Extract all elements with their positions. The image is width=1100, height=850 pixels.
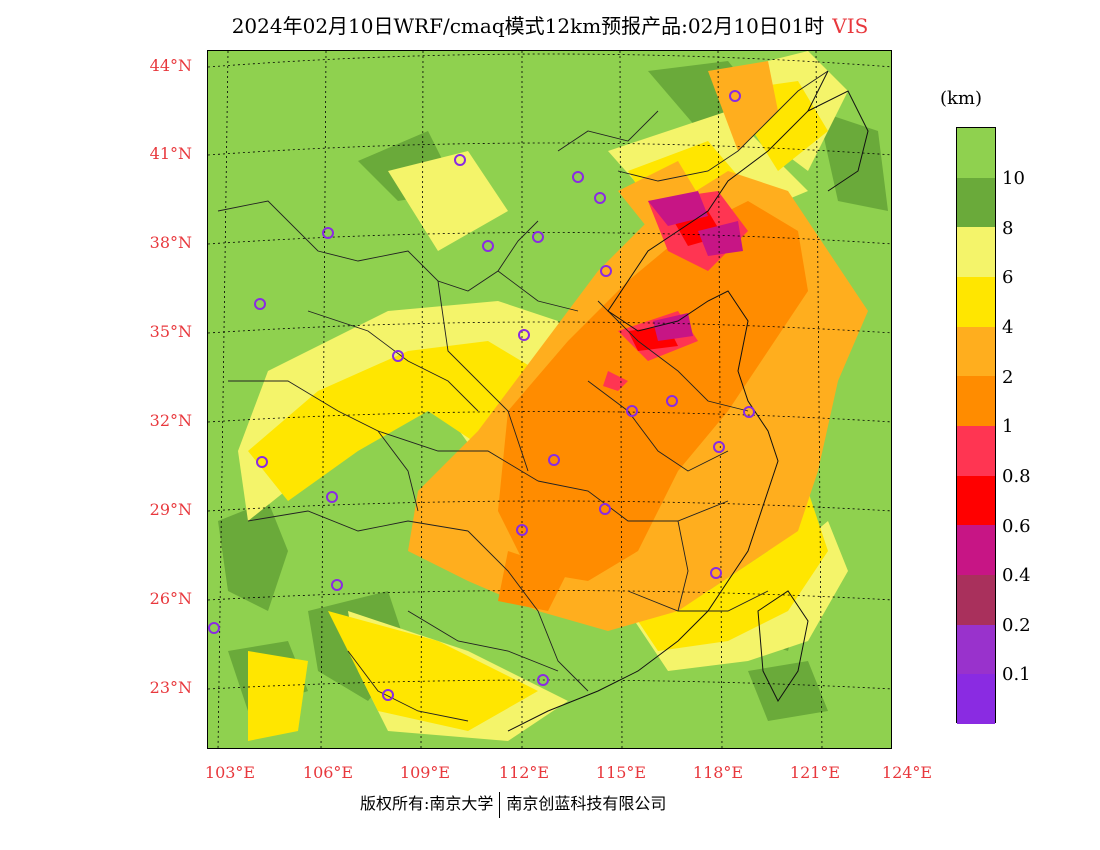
map-svg xyxy=(208,51,891,748)
legend-swatch-4-6 xyxy=(957,276,995,327)
legend-swatch-0_4-0_6 xyxy=(957,525,995,575)
legend-label-0-6: 0.6 xyxy=(1002,516,1031,537)
lon-label-124: 124°E xyxy=(881,763,933,782)
legend-swatch-10plus xyxy=(957,128,995,178)
lon-label-103: 103°E xyxy=(204,763,256,782)
lat-label-32: 32°N xyxy=(149,411,192,430)
legend-unit: (km) xyxy=(940,88,983,109)
legend-swatch-0_2-0_4 xyxy=(957,574,995,625)
lat-label-35: 35°N xyxy=(149,322,192,341)
province-boundaries xyxy=(217,70,829,722)
legend-label-0-8: 0.8 xyxy=(1002,466,1031,487)
legend-label-6: 6 xyxy=(1002,267,1014,288)
lat-label-41: 41°N xyxy=(149,144,192,163)
stations xyxy=(208,90,755,701)
copyright-right: 南京创蓝科技有限公司 xyxy=(506,794,667,813)
lat-label-26: 26°N xyxy=(149,589,192,608)
map-title: 2024年02月10日WRF/cmaq模式12km预报产品:02月10日01时 V… xyxy=(0,10,1100,39)
legend-label-0-4: 0.4 xyxy=(1002,565,1031,586)
graticule xyxy=(208,51,891,748)
legend-swatch-0_6-0_8 xyxy=(957,475,995,526)
copyright-left: 版权所有:南京大学 xyxy=(360,794,494,813)
legend-label-0-2: 0.2 xyxy=(1002,615,1031,636)
legend-swatch-below-0_1 xyxy=(957,674,995,724)
vis-0_4km-region xyxy=(648,191,743,341)
legend-label-1: 1 xyxy=(1002,416,1014,437)
lat-label-44: 44°N xyxy=(149,56,192,75)
legend-swatch-6-8 xyxy=(957,227,995,277)
legend-label-4: 4 xyxy=(1002,317,1014,338)
legend-label-10: 10 xyxy=(1002,168,1025,189)
coastline xyxy=(507,70,869,732)
legend-swatch-8-10 xyxy=(957,177,995,228)
lat-label-29: 29°N xyxy=(149,500,192,519)
lon-label-106: 106°E xyxy=(302,763,354,782)
legend-color-bar xyxy=(956,127,996,724)
legend-swatch-0_1-0_2 xyxy=(957,624,995,675)
variable-label: VIS xyxy=(832,14,869,38)
title-text: 2024年02月10日WRF/cmaq模式12km预报产品:02月10日01时 xyxy=(231,14,825,38)
footer-separator xyxy=(499,791,501,818)
lon-label-118: 118°E xyxy=(692,763,744,782)
legend-swatch-2-4 xyxy=(957,326,995,377)
legend-label-8: 8 xyxy=(1002,218,1014,239)
lat-label-23: 23°N xyxy=(149,678,192,697)
legend-swatch-0_8-1 xyxy=(957,425,995,476)
copyright-footer: 版权所有:南京大学 南京创蓝科技有限公司 xyxy=(360,790,666,818)
legend-label-2: 2 xyxy=(1002,367,1014,388)
lon-label-115: 115°E xyxy=(595,763,647,782)
vis-1km-region xyxy=(498,201,808,611)
lat-label-38: 38°N xyxy=(149,233,192,252)
visibility-map xyxy=(207,50,892,749)
lon-label-112: 112°E xyxy=(498,763,550,782)
lon-label-109: 109°E xyxy=(399,763,451,782)
legend-swatch-1-2 xyxy=(957,376,995,426)
lon-label-121: 121°E xyxy=(789,763,841,782)
legend-label-0-1: 0.1 xyxy=(1002,664,1031,685)
